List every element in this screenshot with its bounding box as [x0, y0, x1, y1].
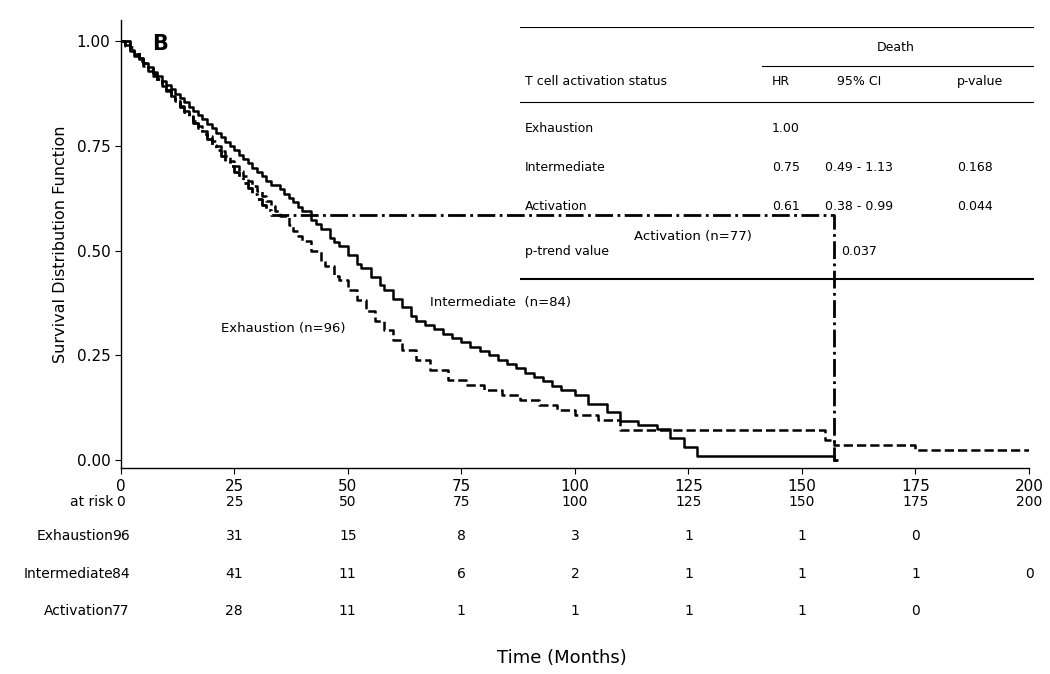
Text: Exhaustion: Exhaustion — [37, 529, 113, 543]
Text: 0.49 - 1.13: 0.49 - 1.13 — [825, 161, 894, 174]
Text: Intermediate: Intermediate — [525, 161, 606, 174]
Text: 15: 15 — [339, 529, 357, 543]
Text: at risk: at risk — [70, 495, 113, 509]
Text: 1: 1 — [684, 605, 693, 618]
Text: 50: 50 — [339, 495, 357, 509]
Text: 100: 100 — [562, 495, 588, 509]
Y-axis label: Survival Distribution Function: Survival Distribution Function — [54, 125, 68, 363]
Text: 84: 84 — [112, 568, 129, 581]
Text: 3: 3 — [570, 529, 580, 543]
Text: 75: 75 — [453, 495, 470, 509]
Text: 1: 1 — [457, 605, 466, 618]
Text: 77: 77 — [112, 605, 129, 618]
Text: 200: 200 — [1016, 495, 1042, 509]
Text: 150: 150 — [789, 495, 815, 509]
Text: Intermediate  (n=84): Intermediate (n=84) — [429, 296, 570, 309]
Text: Activation (n=77): Activation (n=77) — [634, 230, 752, 243]
Text: 31: 31 — [226, 529, 244, 543]
Text: 0.38 - 0.99: 0.38 - 0.99 — [825, 200, 894, 214]
Text: Time (Months): Time (Months) — [497, 649, 627, 667]
Text: 0: 0 — [117, 495, 125, 509]
Text: 1: 1 — [684, 568, 693, 581]
Text: 0.168: 0.168 — [958, 161, 993, 174]
Text: 0.044: 0.044 — [958, 200, 993, 214]
Text: Exhaustion: Exhaustion — [525, 122, 594, 135]
Text: HR: HR — [772, 75, 790, 88]
Text: 28: 28 — [226, 605, 244, 618]
Text: 0.61: 0.61 — [772, 200, 800, 214]
Text: 125: 125 — [675, 495, 701, 509]
Text: 2: 2 — [570, 568, 580, 581]
Text: Activation: Activation — [525, 200, 588, 214]
Text: 25: 25 — [226, 495, 243, 509]
Text: 1: 1 — [798, 568, 806, 581]
Text: 6: 6 — [457, 568, 466, 581]
Text: 11: 11 — [339, 605, 357, 618]
Text: 0: 0 — [911, 605, 920, 618]
Text: Exhaustion (n=96): Exhaustion (n=96) — [220, 322, 345, 335]
Text: Activation: Activation — [44, 605, 113, 618]
Text: Death: Death — [877, 41, 915, 54]
Text: 0.037: 0.037 — [841, 245, 877, 258]
Text: 1: 1 — [798, 605, 806, 618]
Text: 1: 1 — [570, 605, 580, 618]
Text: 0: 0 — [1025, 568, 1033, 581]
Text: 1: 1 — [684, 529, 693, 543]
Text: p-trend value: p-trend value — [525, 245, 609, 258]
Text: 175: 175 — [902, 495, 928, 509]
Text: p-value: p-value — [958, 75, 1004, 88]
Text: 11: 11 — [339, 568, 357, 581]
Text: 8: 8 — [457, 529, 466, 543]
Text: 95% CI: 95% CI — [837, 75, 881, 88]
Text: 1: 1 — [798, 529, 806, 543]
Text: 0: 0 — [911, 529, 920, 543]
Text: 41: 41 — [226, 568, 244, 581]
Text: 1.00: 1.00 — [772, 122, 800, 135]
Text: Intermediate: Intermediate — [24, 568, 113, 581]
Text: T cell activation status: T cell activation status — [525, 75, 667, 88]
Text: 96: 96 — [112, 529, 129, 543]
Text: 0.75: 0.75 — [772, 161, 800, 174]
Text: 1: 1 — [911, 568, 920, 581]
Text: B: B — [152, 34, 168, 54]
